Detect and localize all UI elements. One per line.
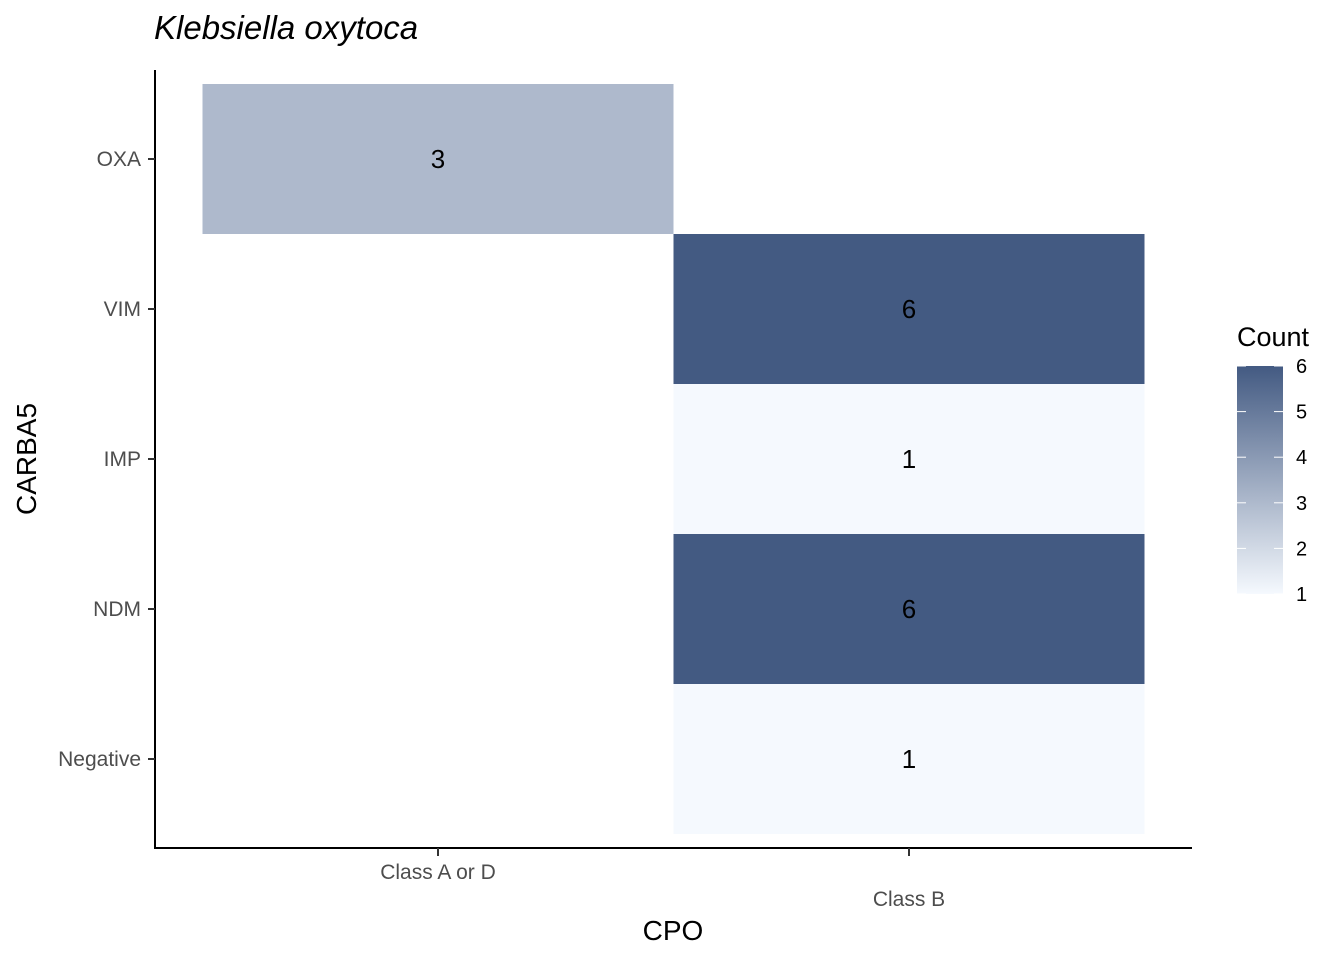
y-tick-label: VIM (104, 298, 141, 321)
legend-tick-label: 6 (1296, 356, 1307, 378)
legend-title: Count (1237, 322, 1310, 352)
heatmap-cell (673, 234, 1145, 384)
y-tick-label: Negative (58, 748, 141, 771)
heatmap-cell (202, 84, 674, 234)
heatmap-cells: 3 6 1 6 1 (202, 84, 1145, 834)
cell-value-label: 1 (902, 444, 916, 474)
cell-value-label: 6 (902, 594, 916, 624)
heatmap-cell (673, 534, 1145, 684)
heatmap-cell (673, 684, 1145, 834)
y-axis-title: CARBA5 (11, 403, 42, 515)
cell-value-label: 6 (902, 294, 916, 324)
cell-value-label: 3 (431, 144, 445, 174)
legend-tick-label: 5 (1296, 402, 1307, 424)
y-tick-label: NDM (93, 598, 141, 621)
legend: Count 1 2 3 4 5 6 (1237, 322, 1310, 606)
legend-ticks: 1 2 3 4 5 6 (1237, 356, 1307, 606)
legend-tick-label: 2 (1296, 538, 1307, 560)
x-tick-label: Class B (873, 888, 945, 911)
y-tick-label: OXA (97, 148, 141, 171)
y-axis-ticks: OXA VIM IMP NDM Negative (58, 148, 155, 771)
chart-title: Klebsiella oxytoca (154, 9, 418, 46)
legend-colorbar (1237, 366, 1283, 594)
x-axis-title: CPO (643, 915, 704, 946)
heatmap-cell (673, 384, 1145, 534)
cell-value-label: 1 (902, 744, 916, 774)
y-tick-label: IMP (104, 448, 141, 471)
legend-tick-label: 4 (1296, 447, 1307, 469)
x-axis-ticks: Class A or D Class B (380, 848, 945, 911)
legend-tick-label: 3 (1296, 493, 1307, 515)
legend-tick-label: 1 (1296, 584, 1307, 606)
x-tick-label: Class A or D (380, 861, 496, 884)
